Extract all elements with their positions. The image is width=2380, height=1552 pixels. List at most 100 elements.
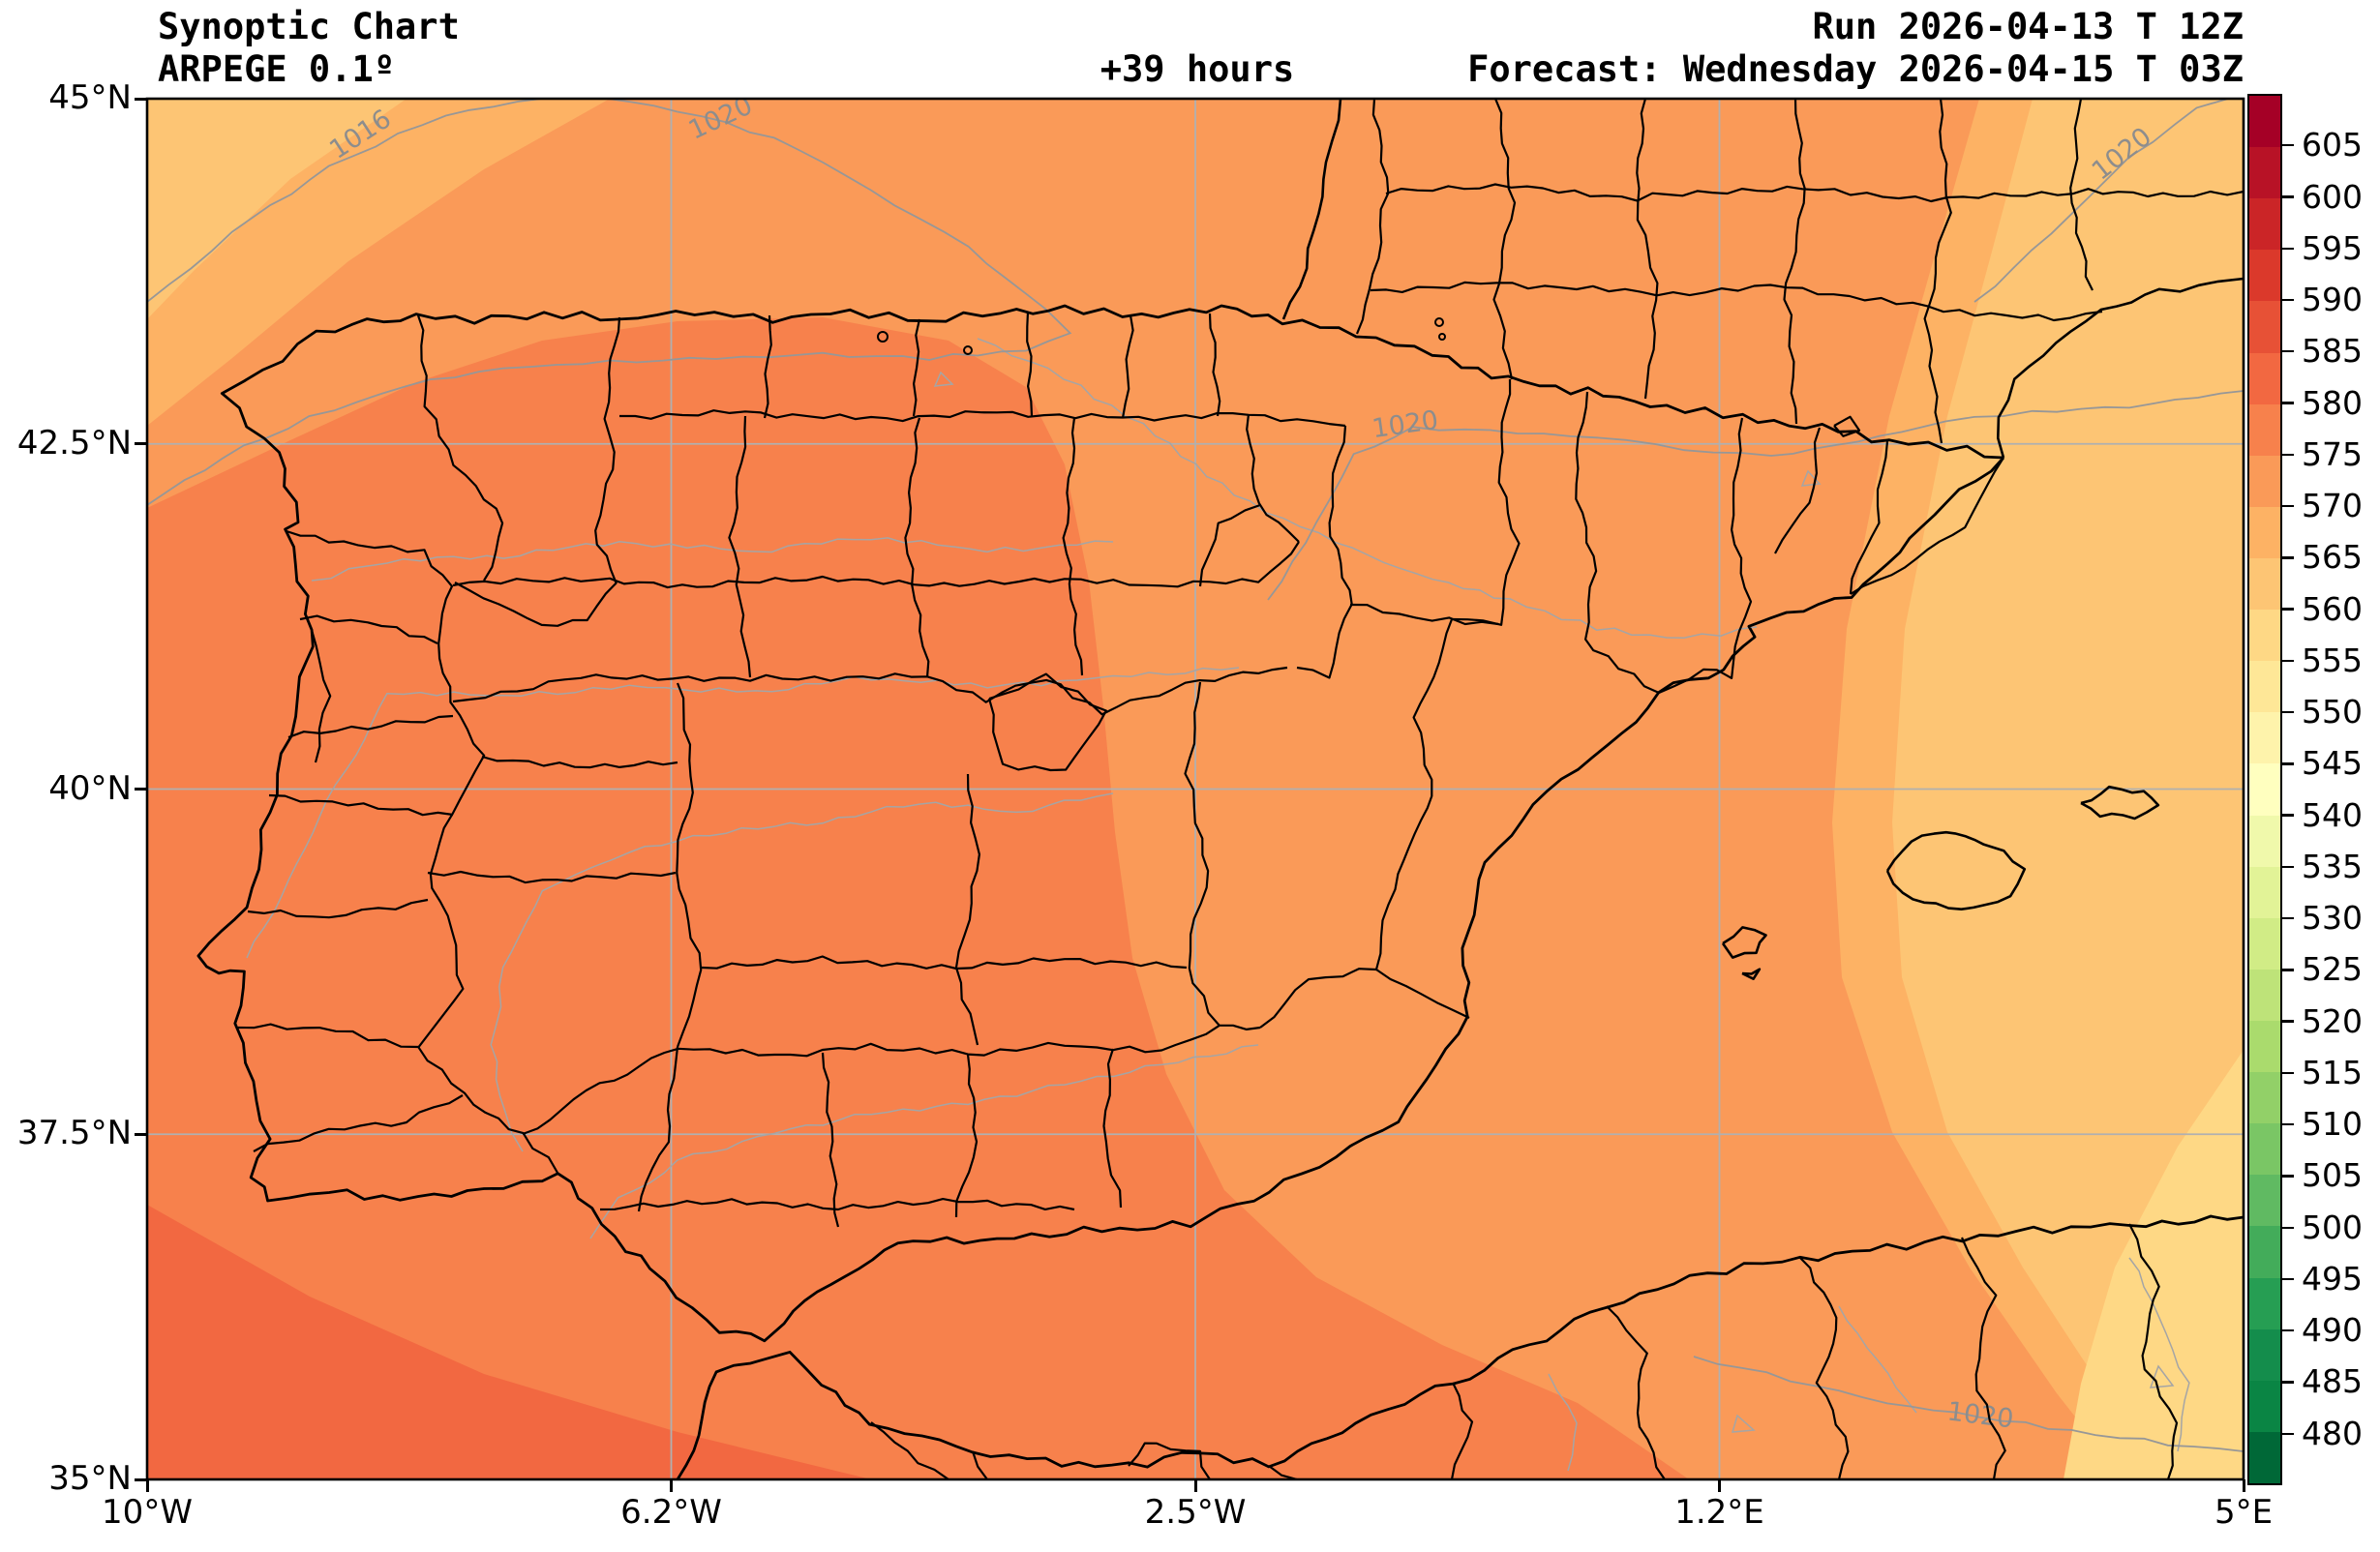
coastline-france-mediterranean xyxy=(1996,277,2244,459)
province-border xyxy=(1849,440,1889,595)
colorbar-tick-label: 515 xyxy=(2302,1053,2363,1091)
colorbar-tick xyxy=(2282,865,2294,869)
fill-band-580-585 xyxy=(147,1205,871,1479)
colorbar-tick xyxy=(2282,1277,2294,1281)
colorbar-tick xyxy=(2282,298,2294,302)
colorbar-tick-label: 530 xyxy=(2302,899,2363,938)
fill-band-555-560-se xyxy=(2064,1050,2244,1479)
colorbar-tick-label: 510 xyxy=(2302,1105,2363,1144)
isobar-line xyxy=(147,99,1072,506)
colorbar-tick-label: 500 xyxy=(2302,1208,2363,1246)
province-border xyxy=(870,1421,949,1479)
chart-title: Synoptic Chart xyxy=(158,6,460,47)
province-border xyxy=(481,755,678,769)
province-border xyxy=(676,682,703,1048)
colorbar-tick xyxy=(2282,1226,2294,1229)
colorbar-segment xyxy=(2249,1380,2280,1432)
province-border xyxy=(1246,413,1300,543)
colorbar-segment xyxy=(2249,301,2280,353)
province-border xyxy=(1355,99,1390,335)
province-border xyxy=(1375,969,1470,1019)
province-border xyxy=(1198,503,1261,587)
y-axis-label: 35°N xyxy=(48,1459,132,1498)
colorbar-tick xyxy=(2282,247,2294,250)
colorbar-tick-label: 525 xyxy=(2302,950,2363,989)
province-border xyxy=(763,314,772,419)
x-axis-tick xyxy=(145,1479,149,1492)
x-axis-tick xyxy=(1718,1479,1721,1492)
fill-band-575-580 xyxy=(147,317,1689,1479)
y-axis-label: 42.5°N xyxy=(16,423,132,463)
colorbar-tick xyxy=(2282,969,2294,971)
colorbar-segment xyxy=(2249,1431,2280,1483)
coastline-africa xyxy=(676,1214,2244,1479)
colorbar-tick xyxy=(2282,144,2294,147)
colorbar-segment xyxy=(2249,917,2280,970)
colorbar-segment xyxy=(2249,198,2280,251)
colorbar-tick-label: 550 xyxy=(2302,693,2363,731)
colorbar-tick-label: 590 xyxy=(2302,281,2363,319)
province-border xyxy=(728,415,752,678)
colorbar-tick xyxy=(2282,1329,2294,1332)
colorbar-tick-label: 560 xyxy=(2302,589,2363,628)
province-border xyxy=(904,417,930,678)
colorbar-tick xyxy=(2282,659,2294,663)
colorbar-segment xyxy=(2249,1123,2280,1176)
x-axis-label: 1.2°E xyxy=(1674,1493,1764,1532)
colorbar-segment xyxy=(2249,96,2280,148)
province-border xyxy=(1370,281,2103,322)
lagoon-outline xyxy=(1731,1414,1756,1433)
province-border xyxy=(1606,1305,1666,1479)
colorbar-tick-label: 495 xyxy=(2302,1259,2363,1298)
province-border xyxy=(1451,378,1521,626)
river-line xyxy=(2128,1257,2190,1452)
colorbar-tick-label: 535 xyxy=(2302,847,2363,885)
colorbar-segment xyxy=(2249,455,2280,507)
province-border xyxy=(452,541,1300,589)
x-axis-tick xyxy=(2242,1479,2245,1492)
province-border xyxy=(821,1052,840,1228)
lagoon-outline xyxy=(1800,469,1822,487)
colorbar-tick-label: 505 xyxy=(2302,1156,2363,1195)
river-line xyxy=(1838,1305,1917,1414)
colorbar-tick xyxy=(2282,556,2294,559)
province-border xyxy=(1636,99,1659,400)
province-border xyxy=(1658,417,1753,695)
province-border xyxy=(1121,314,1134,419)
province-border xyxy=(1268,1465,1298,1479)
province-border xyxy=(1259,968,1377,1029)
island-outline xyxy=(1741,968,1762,980)
colorbar-tick xyxy=(2282,402,2294,404)
colorbar-segment xyxy=(2249,866,2280,918)
x-axis-label: 2.5°W xyxy=(1144,1493,1247,1532)
colorbar-tick xyxy=(2282,453,2294,456)
province-border xyxy=(287,714,454,739)
island-outline xyxy=(2080,785,2160,821)
province-border xyxy=(1026,311,1034,417)
province-border xyxy=(701,955,1188,970)
province-border xyxy=(237,1023,419,1049)
province-border xyxy=(637,1046,679,1212)
colorbar-tick-label: 565 xyxy=(2302,538,2363,577)
colorbar-tick xyxy=(2282,762,2294,765)
province-border xyxy=(2128,1223,2179,1479)
river-line xyxy=(246,667,1240,959)
province-border xyxy=(247,898,429,919)
colorbar-tick xyxy=(2282,916,2294,920)
province-border xyxy=(1102,1048,1123,1209)
lead-time-label: +39 hours xyxy=(1100,48,1295,90)
colorbar-segment xyxy=(2249,969,2280,1021)
y-axis-tick xyxy=(135,1477,147,1481)
x-axis-tick xyxy=(670,1479,673,1492)
colorbar-tick xyxy=(2282,608,2294,611)
province-border xyxy=(268,793,454,817)
isobar-line xyxy=(1973,99,2229,303)
province-border xyxy=(253,1094,464,1152)
x-axis-tick xyxy=(1193,1479,1197,1492)
y-axis-label: 40°N xyxy=(48,768,132,808)
y-axis-tick xyxy=(135,97,147,101)
run-label: Run 2026-04-13 T 12Z xyxy=(1812,6,2244,47)
fill-band-560-565-nw xyxy=(147,99,407,319)
